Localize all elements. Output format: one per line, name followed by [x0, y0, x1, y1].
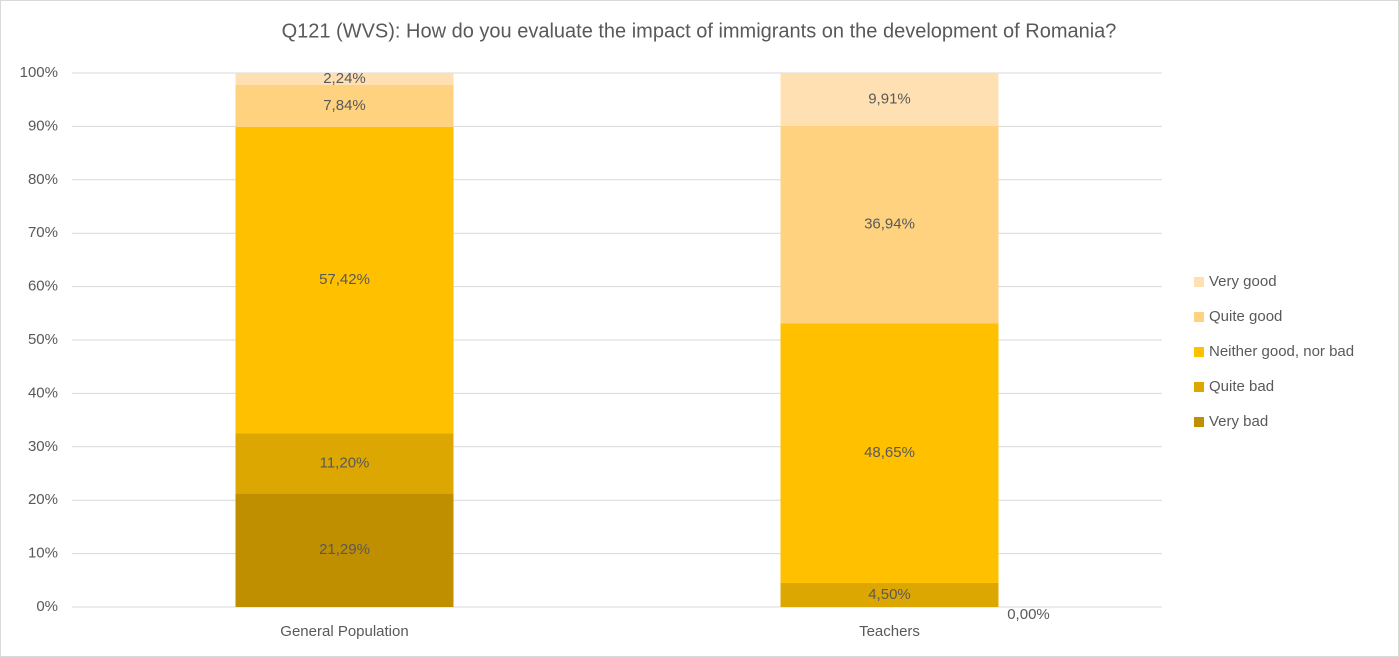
- y-tick-label: 90%: [28, 117, 58, 134]
- bar-segment: [235, 85, 454, 127]
- y-tick-label: 30%: [28, 438, 58, 455]
- bar-segment: [780, 73, 999, 126]
- legend-swatch: [1194, 347, 1204, 357]
- bar-segment: [780, 323, 999, 583]
- data-label: 4,50%: [868, 586, 911, 603]
- y-tick-label: 0%: [36, 598, 58, 615]
- data-label: 9,91%: [868, 90, 911, 107]
- bar-segment: [235, 433, 454, 494]
- legend-swatch: [1194, 382, 1204, 392]
- data-label: 48,65%: [864, 444, 915, 461]
- chart-title: Q121 (WVS): How do you evaluate the impa…: [282, 20, 1117, 42]
- data-label: 57,42%: [319, 271, 370, 288]
- legend-swatch: [1194, 277, 1204, 287]
- data-label: 7,84%: [323, 97, 366, 114]
- bar-segment: [235, 126, 454, 434]
- y-tick-label: 10%: [28, 545, 58, 562]
- bar-segment: [780, 582, 999, 607]
- bar-segment: [235, 73, 454, 86]
- data-label: 11,20%: [320, 454, 370, 471]
- legend-swatch: [1194, 312, 1204, 322]
- x-tick-label: General Population: [280, 623, 408, 640]
- y-tick-label: 40%: [28, 384, 58, 401]
- y-tick-label: 60%: [28, 278, 58, 295]
- y-tick-label: 70%: [28, 224, 58, 241]
- bar-segment: [780, 125, 999, 324]
- data-label: 36,94%: [864, 216, 915, 233]
- legend-label: Very good: [1209, 273, 1277, 290]
- legend-label: Neither good, nor bad: [1209, 343, 1354, 360]
- y-tick-label: 50%: [28, 331, 58, 348]
- data-label: 21,29%: [319, 541, 370, 558]
- legend-label: Quite good: [1209, 308, 1282, 325]
- y-tick-label: 20%: [28, 491, 58, 508]
- legend-label: Quite bad: [1209, 378, 1274, 395]
- legend-swatch: [1194, 417, 1204, 427]
- y-tick-label: 100%: [20, 64, 58, 81]
- data-label: 2,24%: [323, 70, 366, 87]
- legend-label: Very bad: [1209, 413, 1268, 430]
- data-label: 0,00%: [1007, 606, 1050, 623]
- x-tick-label: Teachers: [859, 623, 920, 640]
- y-tick-label: 80%: [28, 171, 58, 188]
- bar-segment: [235, 493, 454, 607]
